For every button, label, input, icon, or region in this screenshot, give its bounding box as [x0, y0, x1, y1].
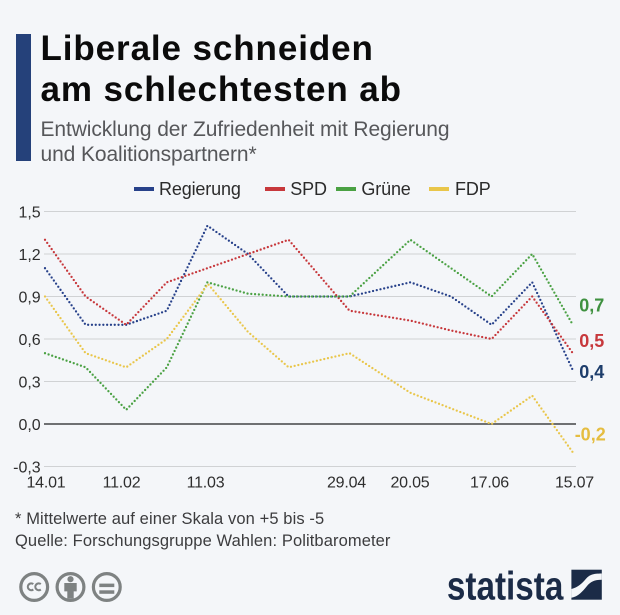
svg-text:0,6: 0,6 [18, 332, 40, 349]
svg-text:11.02: 11.02 [103, 475, 141, 492]
svg-text:11.03: 11.03 [187, 475, 225, 492]
svg-text:17.06: 17.06 [470, 475, 509, 492]
svg-text:0,5: 0,5 [579, 331, 604, 351]
svg-text:15.07: 15.07 [555, 475, 594, 492]
svg-text:0,9: 0,9 [18, 289, 40, 306]
svg-text:1,5: 1,5 [18, 204, 40, 221]
svg-text:0,4: 0,4 [579, 362, 604, 382]
svg-text:statista: statista [447, 565, 564, 606]
svg-text:-0,3: -0,3 [13, 459, 41, 476]
svg-text:14.01: 14.01 [26, 475, 65, 492]
svg-text:1,2: 1,2 [18, 247, 40, 264]
svg-text:0,3: 0,3 [18, 374, 40, 391]
svg-text:-0,2: -0,2 [575, 425, 606, 445]
svg-text:0,0: 0,0 [18, 417, 40, 434]
svg-text:0,7: 0,7 [579, 296, 604, 316]
svg-text:29.04: 29.04 [327, 475, 366, 492]
svg-text:20.05: 20.05 [390, 475, 429, 492]
